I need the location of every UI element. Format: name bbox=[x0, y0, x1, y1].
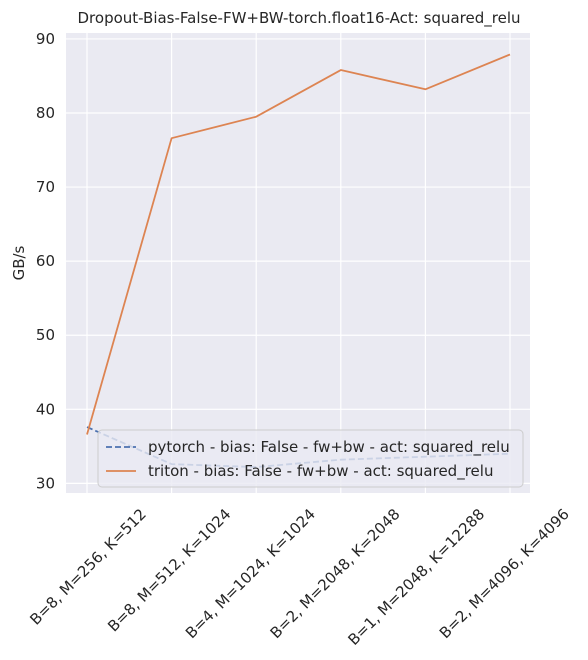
y-tick-label: 40 bbox=[36, 400, 55, 418]
y-tick-labels: 30 40 50 60 70 80 90 bbox=[36, 30, 55, 492]
legend: pytorch - bias: False - fw+bw - act: squ… bbox=[97, 429, 524, 488]
y-tick-label: 30 bbox=[36, 474, 55, 492]
legend-label: pytorch - bias: False - fw+bw - act: squ… bbox=[148, 438, 510, 457]
x-tick-label: B=1, M=2048, K=12288 bbox=[344, 505, 488, 649]
y-tick-label: 90 bbox=[36, 30, 55, 48]
plot-area bbox=[66, 33, 530, 493]
chart-title: Dropout-Bias-False-FW+BW-torch.float16-A… bbox=[78, 9, 521, 28]
series-line bbox=[86, 53, 511, 435]
y-tick-label: 80 bbox=[36, 104, 55, 122]
y-axis-label: GB/s bbox=[10, 245, 28, 280]
y-tick-label: 70 bbox=[36, 178, 55, 196]
y-tick-label: 50 bbox=[36, 326, 55, 344]
legend-label: triton - bias: False - fw+bw - act: squa… bbox=[148, 462, 493, 481]
y-tick-label: 60 bbox=[36, 252, 55, 270]
grid bbox=[66, 33, 530, 493]
legend-box bbox=[97, 429, 524, 488]
